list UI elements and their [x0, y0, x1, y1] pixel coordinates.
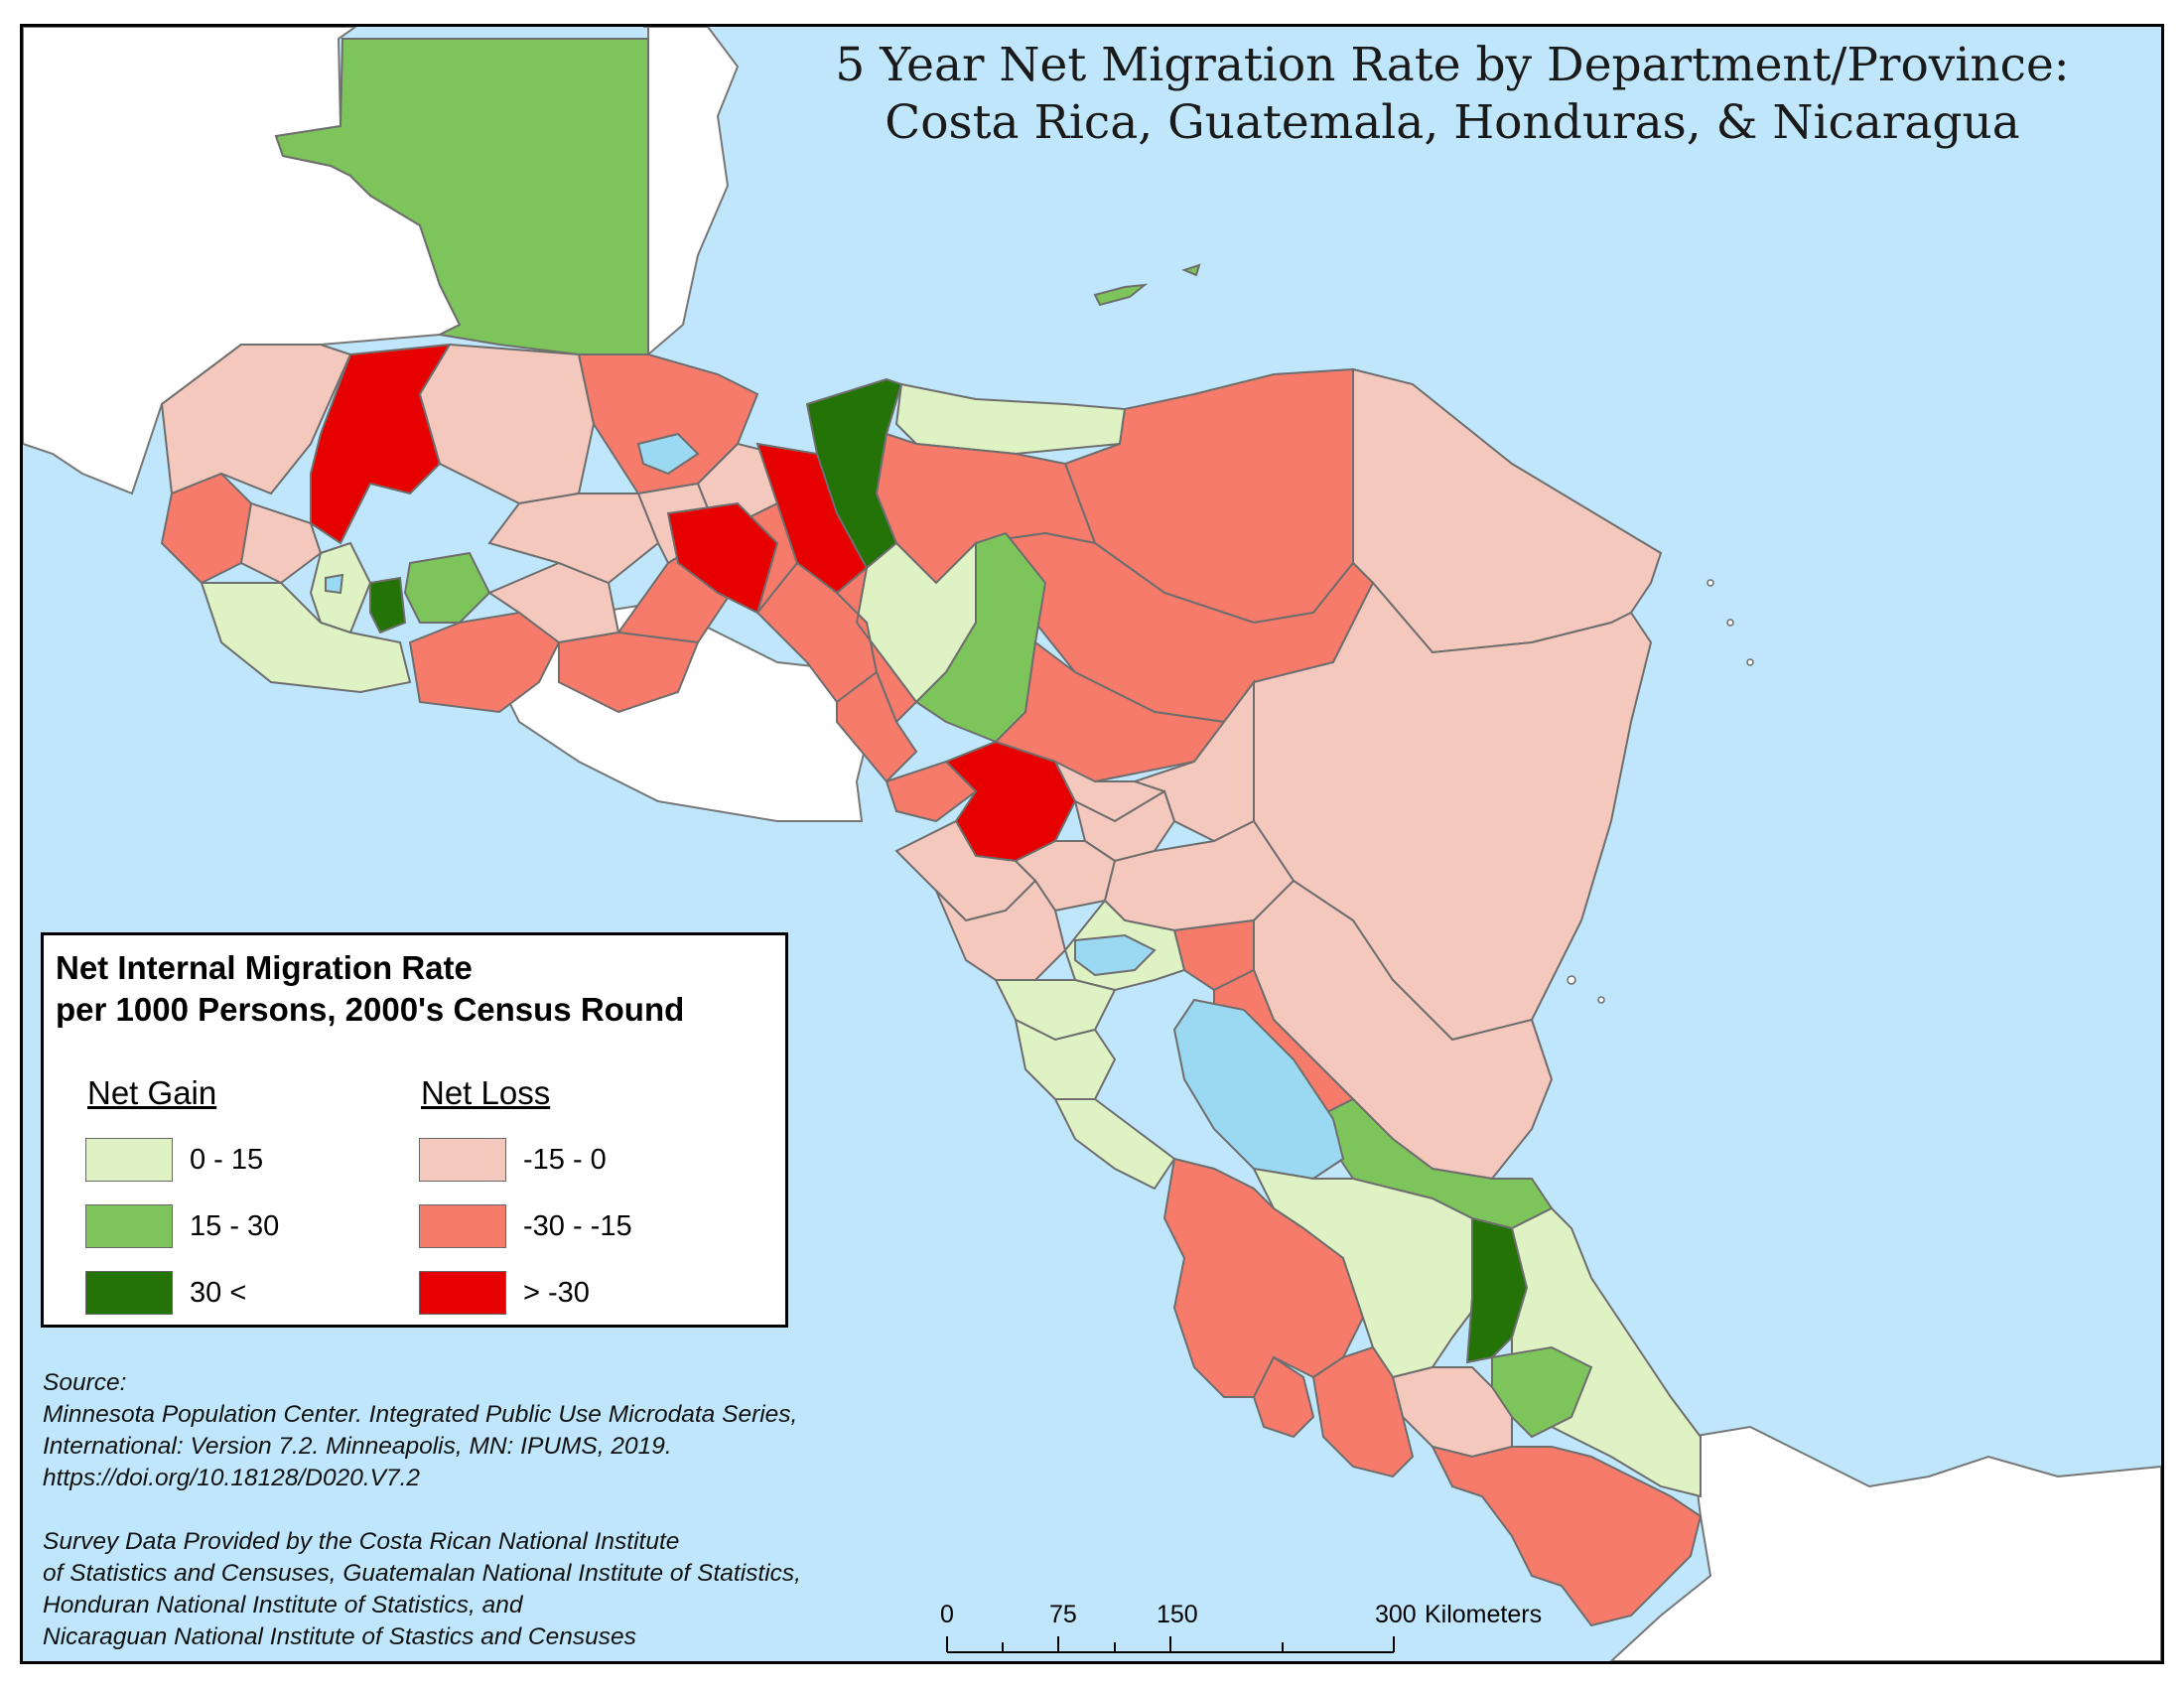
swatch-gain-15-30	[85, 1204, 173, 1248]
swatch-loss-30-15	[419, 1204, 506, 1248]
dept-intibuca	[835, 565, 918, 724]
provider-line: Honduran National Institute of Statistic…	[43, 1592, 523, 1618]
label-gain-0-15: 0 - 15	[190, 1144, 264, 1176]
legend: Net Internal Migration Rate per 1000 Per…	[41, 932, 788, 1328]
label-gain-30-plus: 30 <	[190, 1277, 247, 1309]
label-gain-15-30: 15 - 30	[190, 1210, 280, 1242]
swatch-loss-15-0	[419, 1138, 506, 1182]
dept-retalhuleu	[200, 582, 412, 694]
label-loss-15-0: -15 - 0	[523, 1144, 607, 1176]
scale-tick-300: 300	[1375, 1601, 1417, 1628]
scale-bar: 0 75 150 300 Kilometers	[940, 1601, 1542, 1660]
label-loss-30-15: -30 - -15	[523, 1210, 632, 1242]
lake-izabal	[636, 432, 700, 476]
scale-tick-0: 0	[940, 1601, 954, 1628]
dept-leon	[935, 879, 1067, 981]
source-note: Source: Minnesota Population Center. Int…	[43, 1367, 801, 1661]
source-label: Source:	[43, 1369, 127, 1396]
panama-region	[1609, 1425, 2161, 1661]
islands	[1567, 579, 1754, 1004]
swatch-loss-30-plus	[419, 1271, 506, 1315]
prov-puntarenas-central	[1311, 1345, 1415, 1478]
lake-atitlan	[325, 573, 344, 595]
provider-line: Nicaraguan National Institute of Stastic…	[43, 1623, 636, 1650]
swatch-gain-0-15	[85, 1138, 173, 1182]
dept-quetzaltenango	[239, 501, 323, 585]
label-loss-30-plus: > -30	[523, 1277, 590, 1309]
dept-chimaltenango	[403, 551, 491, 624]
citation-line: International: Version 7.2. Minneapolis,…	[43, 1433, 672, 1460]
provider-line: of Statistics and Censuses, Guatemalan N…	[43, 1560, 801, 1587]
map-title: 5 Year Net Migration Rate by Department/…	[757, 37, 2147, 152]
map-title-line2: Costa Rica, Guatemala, Honduras, & Nicar…	[885, 95, 2020, 150]
dept-rivas	[1053, 1098, 1176, 1191]
prov-puntarenas-south	[1431, 1445, 1703, 1627]
map-title-line1: 5 Year Net Migration Rate by Department/…	[835, 38, 2070, 92]
map-frame: 5 Year Net Migration Rate by Department/…	[20, 24, 2164, 1664]
islas-de-la-bahia-2	[1181, 263, 1201, 277]
islas-de-la-bahia	[1093, 283, 1149, 307]
island-3	[1746, 658, 1754, 666]
source-providers: Survey Data Provided by the Costa Rican …	[43, 1526, 801, 1653]
dept-alta-verapaz	[418, 343, 596, 505]
provider-line: Survey Data Provided by the Costa Rican …	[43, 1528, 680, 1555]
citation-doi: https://doi.org/10.18128/D020.V7.2	[43, 1465, 421, 1491]
legend-net-loss-heading: Net Loss	[421, 1074, 551, 1111]
legend-title: Net Internal Migration Rate per 1000 Per…	[56, 947, 684, 1031]
belize-region	[643, 27, 740, 357]
nicaragua	[894, 581, 1653, 1230]
prov-cartago-region	[1391, 1366, 1513, 1459]
prov-alajuela	[1252, 1167, 1494, 1379]
source-citation: Minnesota Population Center. Integrated …	[43, 1399, 801, 1494]
dept-atlantida	[894, 382, 1127, 456]
dept-solola	[369, 576, 407, 634]
island-2	[1726, 619, 1734, 627]
prov-puntarenas-nicoya	[1252, 1355, 1315, 1439]
costa-rica	[1162, 1157, 1703, 1627]
dept-baja-verapaz	[487, 492, 660, 585]
legend-net-gain-heading: Net Gain	[87, 1074, 217, 1111]
dept-escuintla	[408, 611, 561, 714]
scale-tick-75: 75	[1049, 1601, 1077, 1628]
dept-granada-carazo	[1014, 1018, 1117, 1100]
other-land	[23, 27, 2161, 1661]
scale-bar-line	[946, 1636, 1395, 1653]
scale-tick-150: 150	[1157, 1601, 1198, 1628]
dept-jutiapa	[558, 631, 700, 714]
island-1	[1706, 579, 1714, 587]
island-5	[1597, 996, 1605, 1004]
swatch-gain-30-plus	[85, 1271, 173, 1315]
dept-francisco-morazan	[994, 640, 1226, 782]
lake-managua	[1074, 933, 1157, 977]
dept-valle	[885, 760, 978, 823]
dept-masaya-region	[994, 979, 1117, 1042]
dept-huehuetenango	[160, 344, 352, 495]
citation-line: Minnesota Population Center. Integrated …	[43, 1401, 798, 1428]
legend-title-line2: per 1000 Persons, 2000's Census Round	[56, 991, 685, 1028]
legend-title-line1: Net Internal Migration Rate	[56, 949, 473, 986]
choropleth-map	[23, 27, 2161, 1661]
scale-unit: Kilometers	[1425, 1601, 1543, 1628]
dept-gracias-a-dios	[1352, 367, 1663, 654]
honduras	[666, 263, 1663, 863]
island-4	[1567, 975, 1576, 985]
